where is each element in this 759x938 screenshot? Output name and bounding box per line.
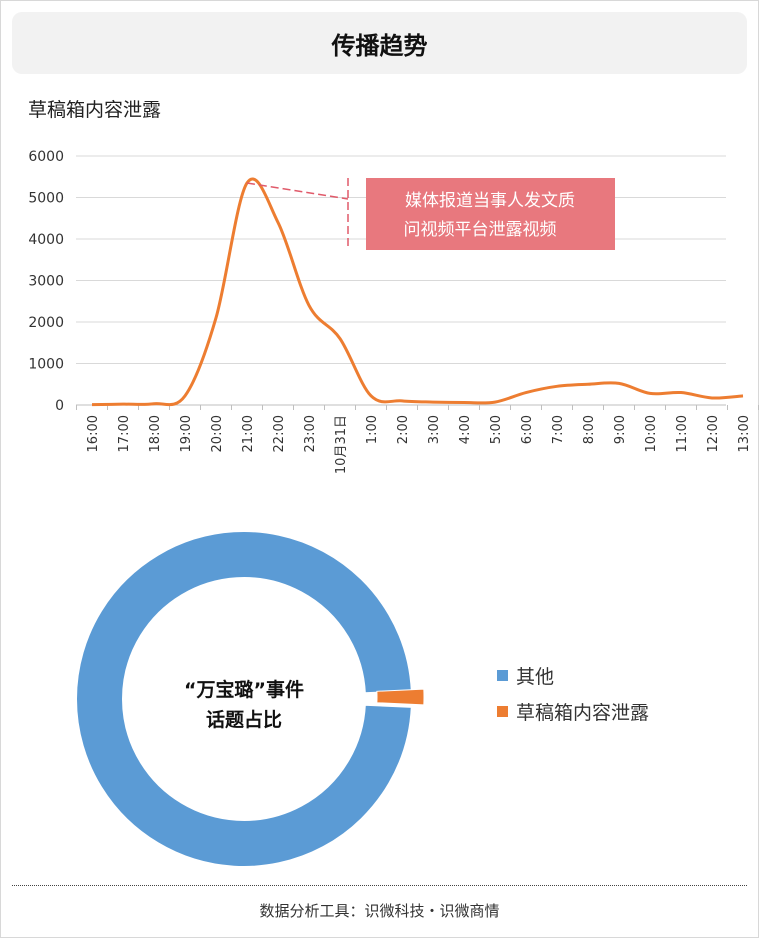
y-tick-label: 5000 xyxy=(28,191,64,207)
x-tick-label: 23:00 xyxy=(303,415,318,452)
y-tick-label: 4000 xyxy=(28,232,64,248)
line-chart-subtitle: 草稿箱内容泄露 xyxy=(28,99,162,121)
x-tick-label: 4:00 xyxy=(458,415,473,444)
x-tick-label: 1:00 xyxy=(365,415,380,444)
header-bar: 传播趋势 xyxy=(12,12,747,74)
x-tick-label: 11:00 xyxy=(675,415,690,452)
x-tick-label: 17:00 xyxy=(117,415,132,452)
x-tick-label: 16:00 xyxy=(86,415,101,452)
y-tick-label: 0 xyxy=(55,398,64,414)
x-tick-label: 12:00 xyxy=(706,415,721,452)
x-tick-label: 7:00 xyxy=(551,415,566,444)
callout-line-1: 媒体报道当事人发文质 xyxy=(405,191,575,211)
x-tick-label: 10:00 xyxy=(644,415,659,452)
callout-line-2: 问视频平台泄露视频 xyxy=(404,220,557,240)
x-tick-label: 9:00 xyxy=(613,415,628,444)
x-tick-label: 10月31日 xyxy=(334,415,349,474)
x-tick-label: 21:00 xyxy=(241,415,256,452)
page-title: 传播趋势 xyxy=(331,31,428,60)
y-tick-label: 6000 xyxy=(28,149,64,165)
y-tick-label: 3000 xyxy=(28,274,64,290)
x-tick-label: 13:00 xyxy=(737,415,752,452)
footer-source: 数据分析工具：识微科技・识微商情 xyxy=(259,902,500,920)
callout-leader xyxy=(246,182,349,200)
y-tick-label: 2000 xyxy=(28,315,64,331)
x-tick-label: 8:00 xyxy=(582,415,597,444)
x-tick-label: 5:00 xyxy=(489,415,504,444)
x-tick-label: 3:00 xyxy=(427,415,442,444)
series-line xyxy=(91,177,744,407)
callout-box xyxy=(366,178,615,250)
x-tick-label: 20:00 xyxy=(210,415,225,452)
y-tick-label: 1000 xyxy=(28,357,64,373)
line-chart: 0 1000 2000 3000 4000 5000 6000 16:00 17:00 18:00… xyxy=(28,149,759,474)
footer-divider xyxy=(12,885,747,886)
x-tick-label: 22:00 xyxy=(272,415,287,452)
x-tick-label: 19:00 xyxy=(179,415,194,452)
x-tick-label: 2:00 xyxy=(396,415,411,444)
x-tick-label: 6:00 xyxy=(520,415,535,444)
x-tick-label: 18:00 xyxy=(148,415,163,452)
